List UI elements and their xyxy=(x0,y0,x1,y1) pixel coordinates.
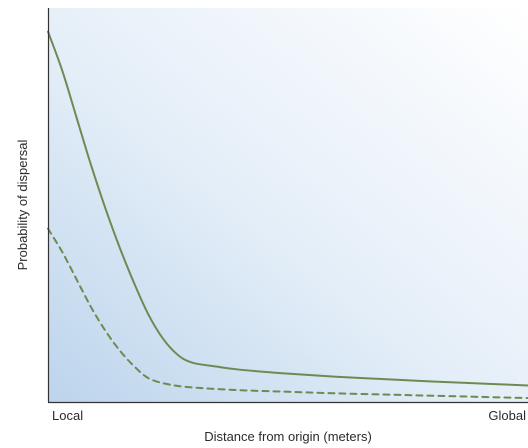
series-layer xyxy=(47,30,528,400)
y-axis-label: Probability of dispersal xyxy=(15,139,30,270)
series-line-solid xyxy=(47,30,528,387)
series-line-dashed xyxy=(47,227,528,400)
x-tick-label-global: Global xyxy=(488,408,526,423)
x-axis-label: Distance from origin (meters) xyxy=(204,429,372,444)
plot-background xyxy=(48,8,528,402)
x-tick-label-local: Local xyxy=(52,408,83,423)
